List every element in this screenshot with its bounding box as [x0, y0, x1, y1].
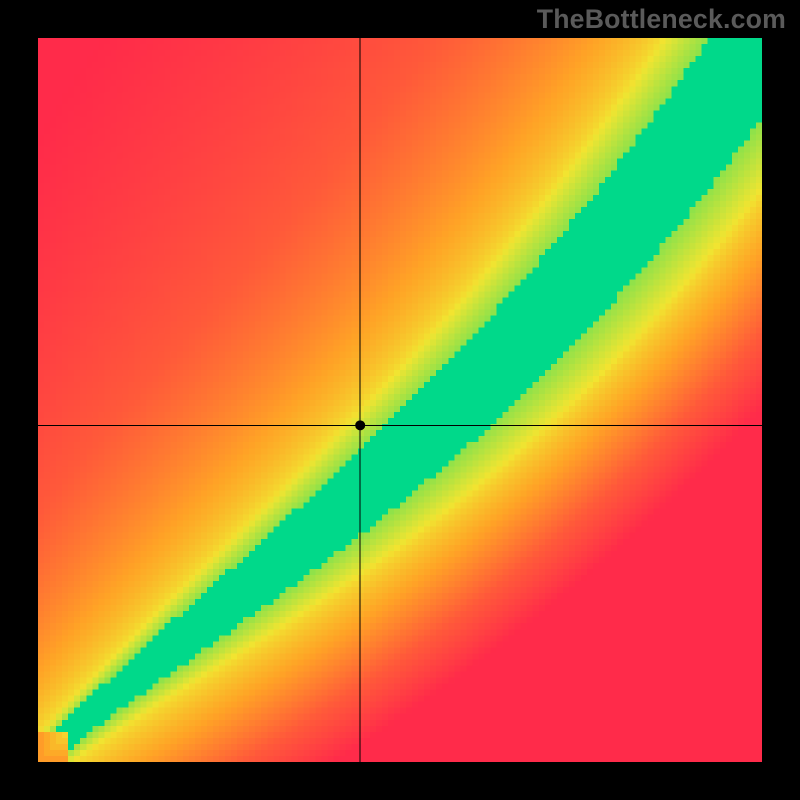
plot-area [38, 38, 762, 762]
crosshair-dot [355, 420, 365, 430]
chart-root: TheBottleneck.com [0, 0, 800, 800]
crosshair-overlay [38, 38, 762, 762]
watermark-text: TheBottleneck.com [537, 4, 786, 35]
